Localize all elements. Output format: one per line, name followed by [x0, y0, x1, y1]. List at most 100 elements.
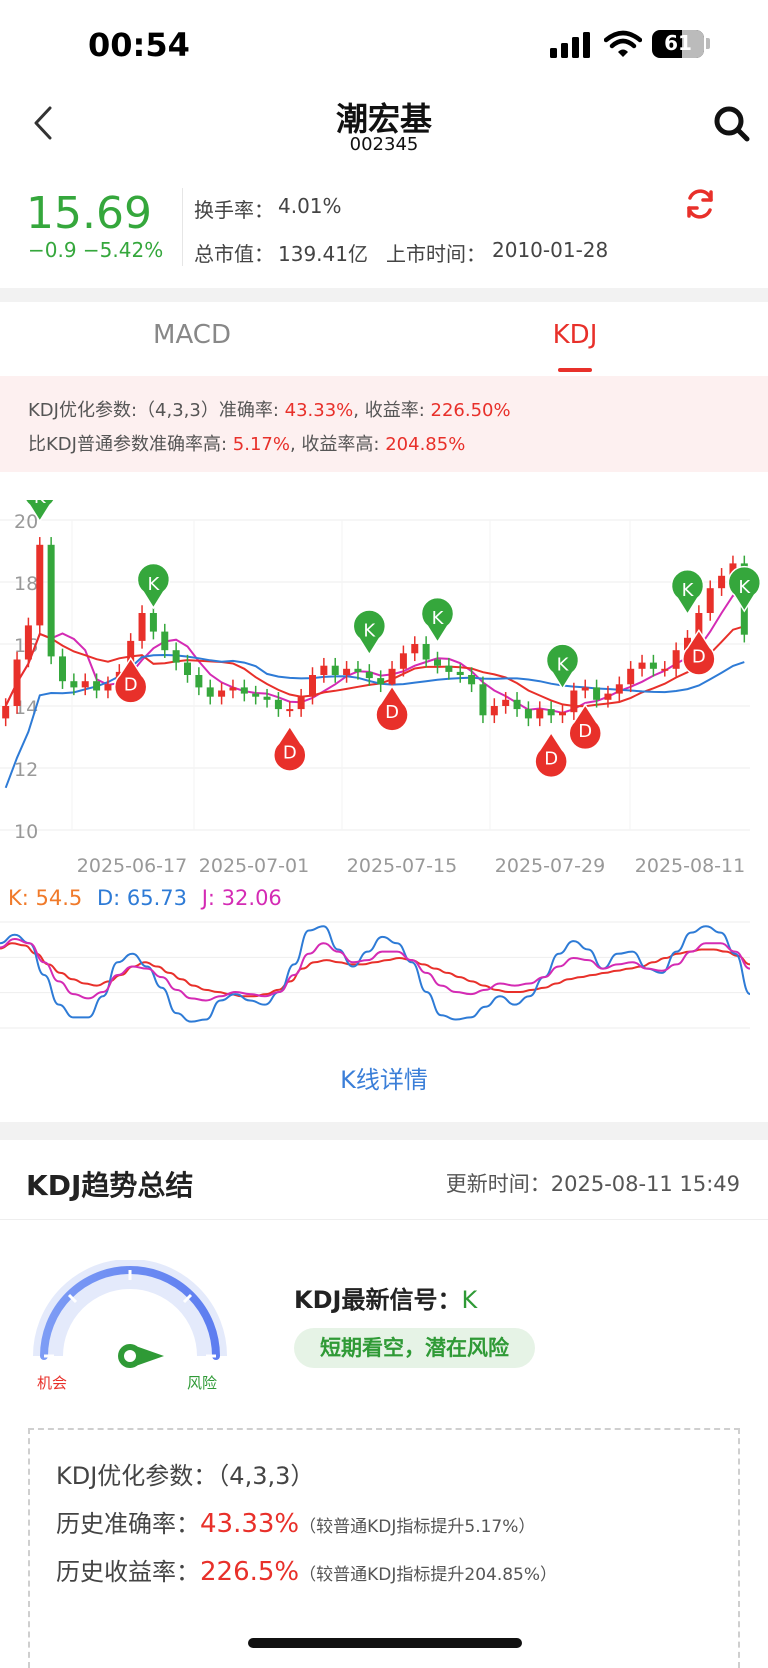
candle-body [684, 637, 691, 651]
candle-body [718, 575, 726, 589]
x-tick-label: 2025-07-01 [199, 855, 309, 877]
candle-body [274, 699, 282, 710]
stock-code: 002345 [349, 134, 419, 155]
sell-signal-marker[interactable]: D [568, 703, 602, 751]
kline-detail-link[interactable]: K线详情 [340, 1066, 428, 1094]
current-price: 15.69 [26, 188, 152, 239]
battery-icon: 61 [652, 30, 704, 58]
price-change: −0.9 −5.42% [28, 238, 164, 262]
sell-signal-marker[interactable]: D [113, 656, 148, 704]
back-chevron-icon[interactable] [30, 104, 58, 142]
x-tick-label: 2025-08-11 [635, 855, 745, 877]
home-indicator [248, 1638, 522, 1648]
latest-signal-label: KDJ最新信号： [294, 1286, 462, 1314]
market-cap-label: 总市值： [194, 242, 274, 266]
opt-return: 226.50% [430, 400, 511, 421]
status-bar: 00:54 61 [0, 0, 768, 90]
candle-body [434, 659, 441, 666]
opt-accuracy-gain: 5.17% [232, 434, 290, 455]
tab-macd[interactable]: MACD [153, 320, 231, 350]
buy-signal-marker[interactable]: K [670, 568, 705, 616]
refresh-icon[interactable] [684, 188, 716, 220]
candle-body [490, 706, 498, 716]
legend-j-value: 32.06 [221, 886, 282, 910]
candle-body [149, 613, 157, 632]
turnover-value: 4.01% [278, 194, 342, 218]
candle-body [536, 709, 544, 719]
candle-body [695, 613, 703, 638]
candle-body [47, 544, 55, 657]
battery-level: 61 [664, 31, 692, 55]
candle-body [252, 693, 260, 697]
buy-signal-marker[interactable]: K [545, 643, 580, 691]
candle-body [309, 675, 316, 697]
candle-body [206, 687, 214, 697]
candle-body [331, 665, 339, 675]
section-divider-2 [0, 1122, 768, 1140]
sell-signal-marker[interactable]: D [375, 684, 409, 732]
candle-body [343, 668, 351, 675]
opt-return-gain-label: , 收益率高: [289, 434, 380, 455]
optimization-banner: KDJ优化参数:（4,3,3）准确率: 43.33%, 收益率: 226.50%… [0, 376, 768, 472]
sell-signal-marker[interactable]: D [273, 725, 307, 772]
candle-body [59, 656, 66, 682]
gauge-left-label: 机会 [37, 1374, 67, 1390]
signal-label: K [148, 574, 161, 595]
quote-panel: 15.69 −0.9 −5.42% 换手率： 4.01% 总市值： 139.41… [0, 182, 768, 282]
candle-body [172, 650, 180, 663]
signal-label: D [544, 749, 558, 770]
candle-body [2, 706, 10, 719]
candle-body [502, 699, 510, 706]
candle-body [399, 653, 407, 669]
signal-label: K [738, 577, 751, 598]
candle-body [127, 640, 135, 672]
y-tick-label: 12 [14, 759, 38, 781]
buy-signal-marker[interactable]: K [136, 562, 171, 610]
opt-accuracy: 43.33% [284, 400, 354, 421]
search-icon[interactable] [712, 104, 752, 144]
buy-signal-marker[interactable]: K [727, 565, 762, 613]
optimization-line-1: KDJ优化参数:（4,3,3）准确率: 43.33%, 收益率: 226.50% [28, 396, 511, 422]
latest-signal: KDJ最新信号：K [294, 1280, 477, 1315]
sell-signal-marker[interactable]: D [682, 629, 716, 676]
sell-signal-marker[interactable]: D [534, 731, 568, 778]
candle-body [649, 662, 657, 669]
battery-tip [706, 38, 710, 49]
signal-label: D [124, 674, 138, 695]
signal-icon [550, 32, 590, 58]
legend-d-label: D: [96, 886, 127, 910]
signal-label: K [432, 608, 445, 629]
tab-kdj[interactable]: KDJ [552, 320, 598, 350]
candle-body [24, 625, 32, 660]
x-tick-label: 2025-07-15 [347, 855, 457, 877]
kdj-chart[interactable] [0, 916, 768, 1036]
candle-body [320, 665, 328, 675]
summary-update-time: 更新时间：2025-08-11 15:49 [445, 1172, 740, 1196]
buy-signal-marker[interactable]: K [24, 500, 56, 523]
stock-name: 潮宏基 [335, 100, 432, 138]
buy-signal-marker[interactable]: K [420, 596, 455, 644]
signal-label: K [363, 621, 376, 642]
y-tick-label: 18 [14, 573, 38, 595]
risk-gauge-icon: 机会 风险 [33, 1260, 227, 1390]
candle-body [479, 684, 487, 716]
signal-label: D [385, 702, 399, 723]
section-divider [0, 288, 768, 302]
params-row: KDJ优化参数：（4,3,3） [56, 1456, 314, 1491]
indicator-tabs: MACD KDJ [0, 302, 768, 374]
candle-body [218, 690, 226, 697]
candlestick-chart[interactable]: 2018161412102025-06-172025-07-012025-07-… [0, 500, 768, 880]
buy-signal-marker[interactable]: K [352, 609, 387, 656]
candle-body [456, 671, 464, 675]
candle-body [422, 644, 430, 660]
candle-body [81, 681, 89, 688]
candle-body [229, 687, 237, 691]
y-tick-label: 20 [14, 511, 38, 533]
opt-params-label: KDJ优化参数:（4,3,3）准确率: [28, 400, 279, 421]
candle-body [104, 684, 112, 691]
candle-body [70, 681, 78, 688]
signal-label: K [557, 655, 570, 676]
candle-body [559, 712, 566, 716]
candle-body [615, 684, 623, 694]
candle-body [240, 687, 248, 694]
